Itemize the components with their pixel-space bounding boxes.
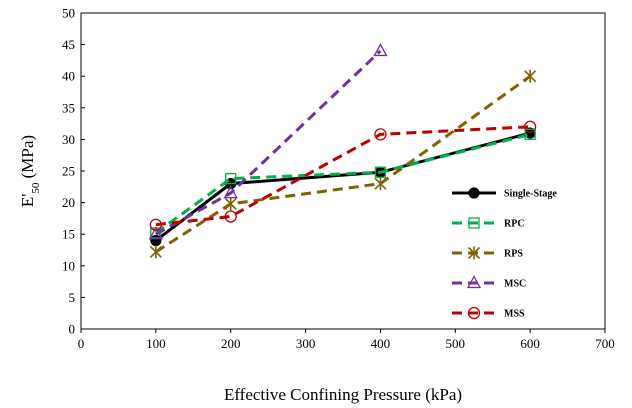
y-tick-label: 15 xyxy=(62,227,75,242)
legend-entry-mss: MSS xyxy=(452,306,525,320)
y-tick-label: 30 xyxy=(62,132,75,147)
y-tick-label: 45 xyxy=(62,37,75,52)
data-point xyxy=(225,172,237,185)
plot-frame xyxy=(80,12,606,330)
legend-entry-msc: MSC xyxy=(452,275,526,290)
x-tick-label: 300 xyxy=(296,336,316,351)
series-line xyxy=(155,74,532,254)
series-rps xyxy=(149,69,537,259)
legend-marker xyxy=(466,275,482,289)
x-tick-label: 500 xyxy=(446,336,466,351)
legend-entry-rpc: RPC xyxy=(452,217,525,230)
legend-entry-single-stage: Single-Stage xyxy=(452,187,557,200)
legend-label: Single-Stage xyxy=(504,189,557,200)
series-mss xyxy=(149,120,537,231)
data-point xyxy=(150,234,162,247)
legend-label: MSC xyxy=(504,279,526,290)
data-point xyxy=(224,197,237,211)
data-point xyxy=(149,218,163,231)
legend-label: MSS xyxy=(504,309,525,320)
legend: Single-Stage RPC RPS MSC MSS xyxy=(452,187,557,320)
y-tick-label: 35 xyxy=(62,100,75,115)
data-point xyxy=(148,226,163,240)
y-axis-title-unit: (MPa) xyxy=(18,135,37,183)
y-axis-title-main: E' xyxy=(18,194,37,207)
x-tick-label: 400 xyxy=(371,336,391,351)
y-tick-label: 25 xyxy=(62,164,75,179)
y-tick-label: 10 xyxy=(62,258,75,273)
data-point xyxy=(524,69,537,83)
series-layer xyxy=(148,43,537,259)
legend-label: RPS xyxy=(504,249,523,260)
series-line xyxy=(154,131,531,242)
x-tick-label: 100 xyxy=(146,336,166,351)
y-axis-title-sub: 50 xyxy=(30,182,42,194)
data-point xyxy=(224,210,237,223)
legend-marker xyxy=(468,187,480,199)
x-tick-label: 700 xyxy=(595,336,615,351)
series-line xyxy=(155,49,382,236)
data-point xyxy=(374,128,387,141)
x-tick-label: 600 xyxy=(520,336,540,351)
legend-marker xyxy=(467,306,481,320)
y-tick-label: 0 xyxy=(69,322,76,337)
series-line xyxy=(155,125,531,227)
data-point xyxy=(223,185,238,199)
legend-label: RPC xyxy=(504,219,525,230)
legend-entry-rps: RPS xyxy=(452,246,523,260)
data-point xyxy=(523,120,537,133)
data-point xyxy=(373,43,388,57)
y-tick-label: 5 xyxy=(69,290,76,305)
x-tick-label: 200 xyxy=(221,336,241,351)
y-tick-label: 50 xyxy=(62,6,75,21)
legend-marker xyxy=(467,246,481,260)
y-tick-label: 40 xyxy=(62,69,75,84)
series-msc xyxy=(148,43,388,240)
x-axis-title: Effective Confining Pressure (kPa) xyxy=(224,385,462,404)
y-axis-title: E'50 (MPa) xyxy=(18,135,42,207)
x-tick-label: 0 xyxy=(78,336,85,351)
data-point xyxy=(524,128,536,140)
axes: 0 100 200 300 400 500 600 700 0 5 10 15 20 25 30 35 40 45… xyxy=(62,6,615,352)
legend-marker xyxy=(468,217,480,229)
data-point xyxy=(149,245,162,259)
data-point xyxy=(374,177,387,191)
y-tick-label: 20 xyxy=(62,195,75,210)
